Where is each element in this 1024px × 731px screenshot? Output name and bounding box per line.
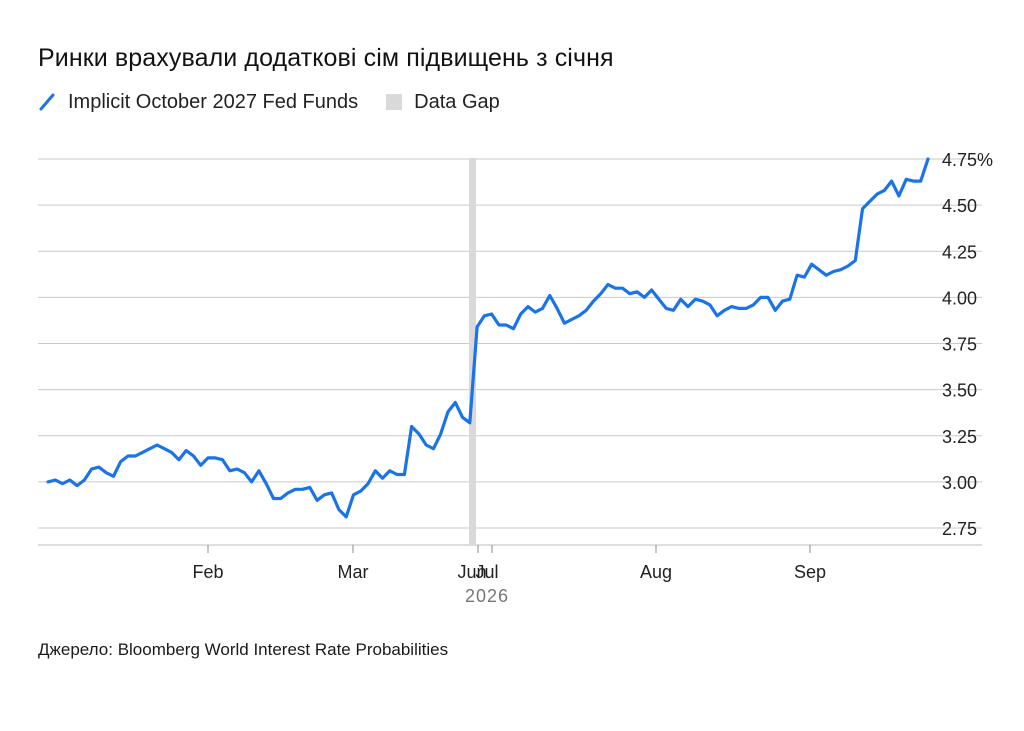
y-tick-label: 4.00 bbox=[942, 288, 977, 308]
legend-gap-label: Data Gap bbox=[414, 90, 500, 113]
x-tick-label: Aug bbox=[640, 562, 672, 582]
x-year-label: 2026 bbox=[465, 586, 509, 606]
x-tick-label: Sep bbox=[794, 562, 826, 582]
legend: Implicit October 2027 Fed Funds Data Gap bbox=[38, 88, 528, 116]
y-tick-label: 3.75 bbox=[942, 335, 977, 355]
y-tick-label: 4.75% bbox=[942, 150, 993, 170]
gap-swatch-icon bbox=[386, 94, 403, 110]
legend-item-series: Implicit October 2027 Fed Funds bbox=[38, 91, 358, 114]
data-gap-band bbox=[469, 158, 476, 545]
line-swatch-icon bbox=[39, 93, 55, 111]
y-tick-label: 3.25 bbox=[942, 427, 977, 447]
series-line-implicit-oct-2027-fed-funds bbox=[46, 157, 930, 519]
y-tick-label: 3.00 bbox=[942, 473, 977, 493]
y-tick-label: 3.50 bbox=[942, 381, 977, 401]
y-tick-label: 4.25 bbox=[942, 242, 977, 262]
x-tick-label: Jun bbox=[457, 562, 486, 582]
x-tick-label: Jul bbox=[475, 562, 498, 582]
y-tick-label: 2.75 bbox=[942, 519, 977, 539]
y-tick-label: 4.50 bbox=[942, 196, 977, 216]
source-note: Джерело: Bloomberg World Interest Rate P… bbox=[38, 640, 449, 659]
legend-item-gap: Data Gap bbox=[386, 91, 500, 114]
legend-series-label: Implicit October 2027 Fed Funds bbox=[68, 90, 359, 113]
x-tick-label: Mar bbox=[338, 562, 369, 582]
x-tick-label: Feb bbox=[192, 562, 223, 582]
chart-title: Ринки врахували додаткові сім підвищень … bbox=[38, 44, 614, 72]
